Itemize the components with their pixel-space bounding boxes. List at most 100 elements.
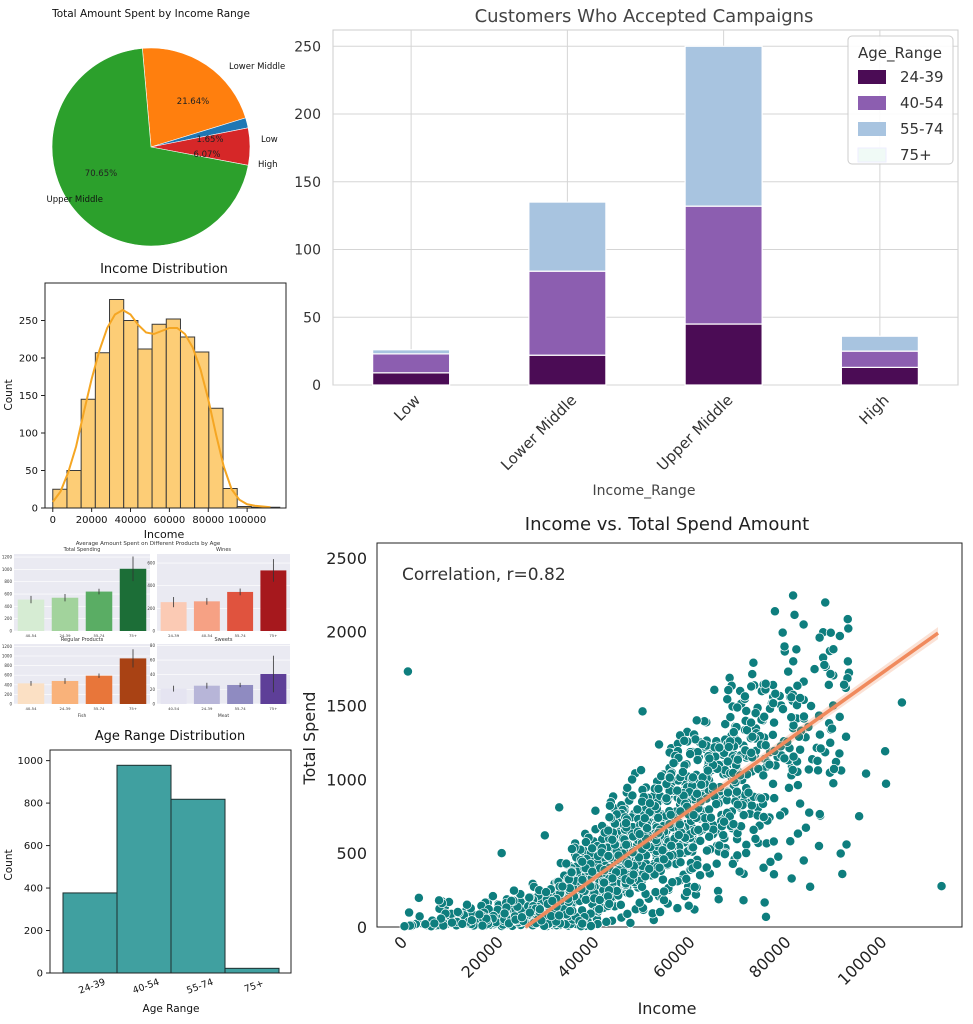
scatter-point [813,765,823,776]
scatter-point [814,841,824,851]
scatter-point [800,822,811,833]
y-tick-label: 200 [4,692,12,697]
histogram-bar [123,320,139,509]
scatter-point [516,912,527,923]
scatter-point [709,684,720,695]
scatter-point [732,799,743,810]
scatter-point [632,804,643,815]
y-tick-label: 600 [147,561,155,566]
scatter-point [590,805,601,816]
scatter-point [819,660,830,670]
age-range-xlabel: Age Range [143,1003,200,1015]
stacked-bar-segment [372,372,451,386]
scatter-point [604,800,615,811]
pie-slice-upper-middle [51,48,249,247]
scatter-point [452,907,463,917]
bar [17,683,45,704]
avg-spent-chart: Average Amount Spent on Different Produc… [2,541,290,719]
age-bar [170,798,226,974]
scatter-point [506,895,517,906]
x-tick-label: 55-74 [235,633,247,638]
scatter-point [466,915,477,926]
y-tick-label: 1000 [326,770,367,789]
stacked-bar-segment [684,205,763,325]
y-tick-label: 0 [9,629,12,634]
scatter-point [667,877,678,888]
pie-pct-label: 1.65% [196,135,223,145]
scatter-point [457,918,468,929]
y-tick-label: 400 [147,583,155,588]
scatter-point [760,678,771,689]
histogram-bar [66,470,82,509]
scatter-point [462,899,472,910]
y-tick-label: 1500 [326,696,367,715]
scatter-point [692,788,703,799]
scatter-point [434,895,444,906]
scatter-point [623,858,634,869]
scatter-point [566,867,577,878]
scatter-point [683,900,694,911]
y-tick-label: 400 [4,604,12,609]
scatter-point [740,691,750,702]
age-range-chart: Age Range Distribution Count Age Range 2… [3,729,292,1015]
x-tick-label: 40000 [115,515,147,526]
scatter-point [654,739,664,750]
y-tick-label: 150 [294,175,321,191]
scatter-point [625,918,636,928]
scatter-point [746,747,757,758]
scatter-point [547,895,558,906]
scatter-point [798,619,809,630]
income-hist-xlabel: Income [144,528,185,541]
scatter-point [741,848,752,859]
x-tick-label: 20000 [457,932,506,981]
bar [193,601,220,631]
scatter-point [567,844,577,854]
scatter-point [402,666,413,677]
pie-title: Total Amount Spent by Income Range [51,8,250,20]
scatter-point [747,669,758,680]
scatter-point [741,706,752,716]
scatter-point [541,887,552,898]
scatter-point [815,743,826,754]
bar [227,684,254,704]
scatter-point [768,778,778,789]
panel-title: Sweets [215,637,233,643]
scatter-point [834,711,845,722]
scatter-point [719,849,730,860]
scatter-point [784,782,794,793]
scatter-point [413,892,424,903]
scatter-point [657,874,668,885]
scatter-point [748,824,759,835]
scatter-point [880,746,891,757]
x-tick-label: 100000 [834,932,891,989]
y-tick-label: 200 [147,606,155,611]
scatter-point [825,669,836,679]
scatter-point [760,740,771,751]
legend-label: 75+ [900,146,932,164]
scatter-point [474,909,485,920]
scatter-point [843,623,854,634]
scatter-point [769,793,780,804]
scatter-point [785,836,796,847]
y-tick-label: 60 [150,658,156,663]
income-hist-ylabel: Count [3,379,15,410]
scatter-point [778,704,788,715]
scatter-point [554,802,565,813]
scatter-point [650,887,661,898]
scatter-point [759,897,770,908]
scatter-point [637,706,648,717]
scatter-point [725,712,736,723]
panel-xlabel: Fish [78,713,87,719]
scatter-point [756,793,767,804]
x-tick-label: 75+ [269,706,277,711]
scatter-point [804,807,815,818]
scatter-point [738,895,749,906]
scatter-point [786,873,797,884]
stacked-bar-segment [684,323,763,386]
scatter-point [653,812,664,823]
scatter-point [685,749,696,759]
bar [227,591,254,631]
panel-xlabel: Meat [218,713,229,719]
scatter-point [788,590,799,601]
legend-label: 40-54 [900,94,944,112]
